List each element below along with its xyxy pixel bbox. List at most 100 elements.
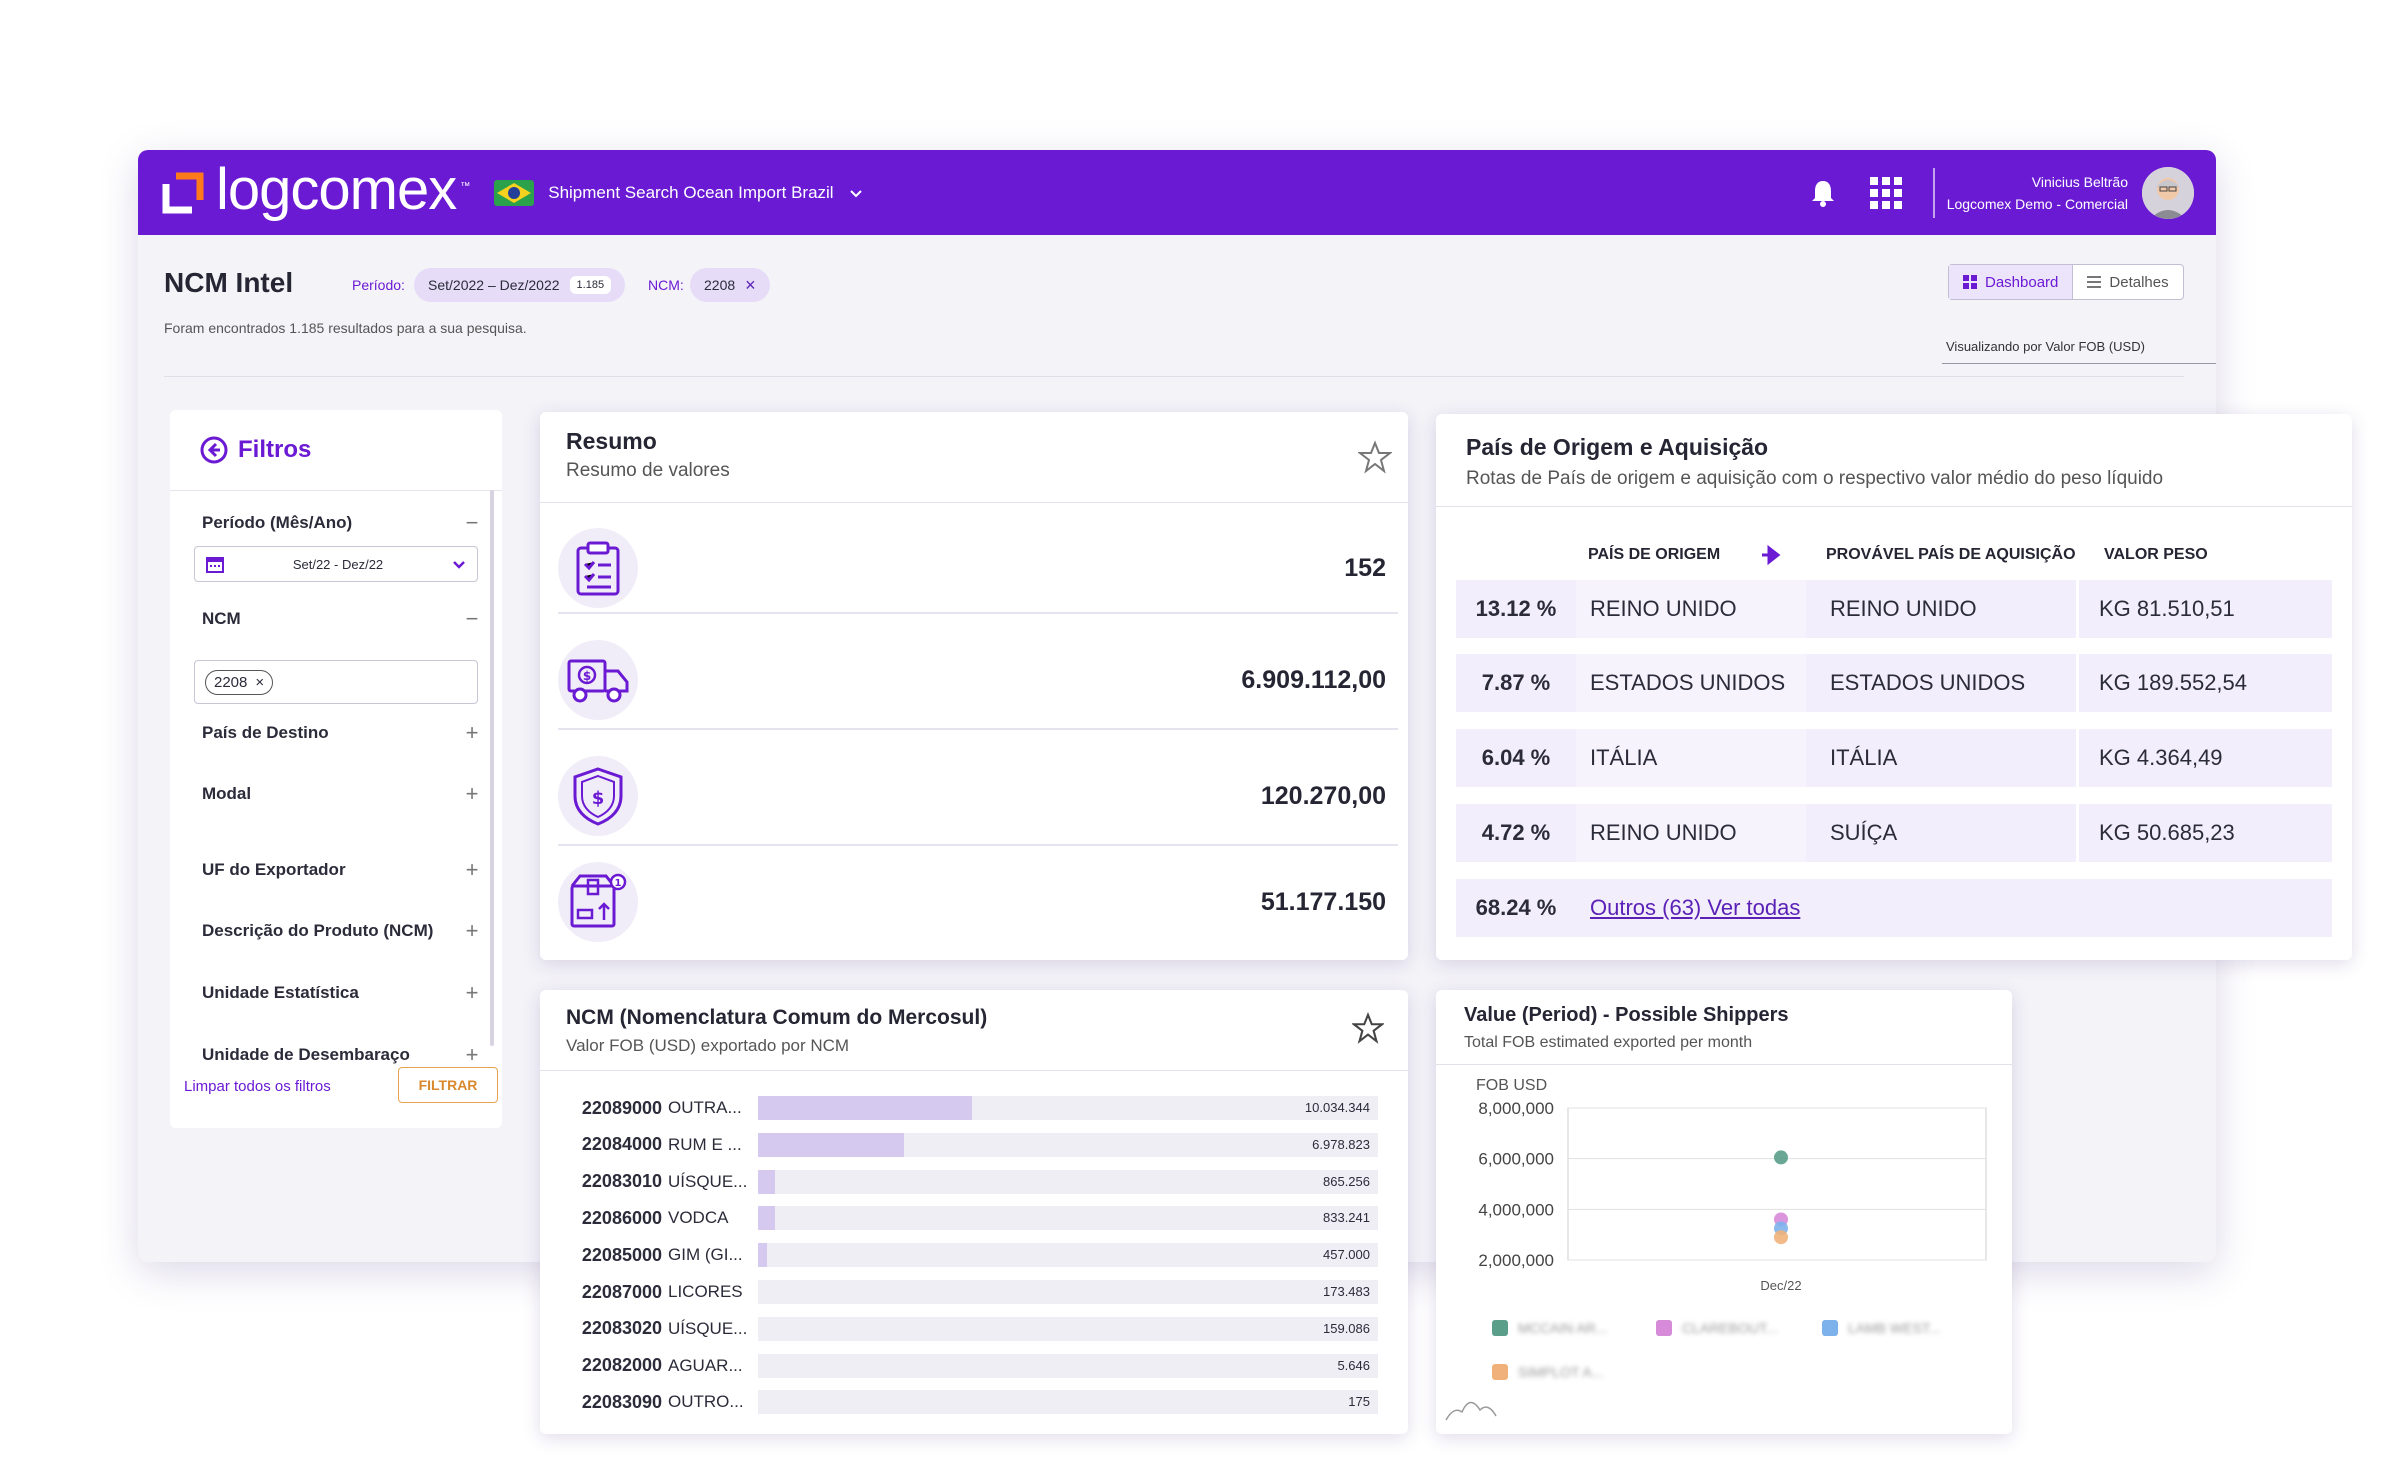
back-arrow-icon[interactable] (200, 436, 228, 464)
box-icon: 1 (558, 862, 638, 942)
pais-title: País de Origem e Aquisição (1466, 434, 1769, 460)
filters-header[interactable]: Filtros (200, 436, 311, 464)
visualizando-select[interactable]: Visualizando por Valor FOB (USD) (1942, 330, 2216, 364)
filter-item-label: País de Destino (202, 723, 329, 742)
favorite-star-icon[interactable] (1358, 440, 1392, 474)
filter-item-label: Unidade de Desembaraço (202, 1045, 410, 1064)
filter-uf-exportador[interactable]: UF do Exportador + (202, 857, 482, 883)
pais-row[interactable]: 4.72 % REINO UNIDO SUÍÇA KG 50.685,23 (1456, 804, 2332, 862)
ncm-value: 457.000 (1323, 1247, 1370, 1263)
ncm-bar-track: 5.646 (758, 1353, 1378, 1378)
apply-filter-button[interactable]: FILTRAR (398, 1067, 498, 1103)
row-origem: REINO UNIDO (1576, 804, 1806, 862)
legend-label: CLAREBOUT... (1682, 1320, 1778, 1336)
ncm-name: UÍSQUE... (668, 1318, 748, 1338)
remove-ncm-chip-icon[interactable]: × (745, 274, 756, 295)
row-peso: KG 50.685,23 (2076, 804, 2235, 862)
ncm-tag-value: 2208 (214, 673, 248, 691)
favorite-star-icon[interactable] (1352, 1012, 1384, 1044)
legend-label: LAMB WEST... (1848, 1320, 1941, 1336)
periodo-chip-value: Set/2022 – Dez/2022 (428, 277, 560, 293)
ncm-tag[interactable]: 2208 × (205, 669, 274, 695)
visualizando-value: Visualizando por Valor FOB (USD) (1946, 339, 2145, 354)
pais-row[interactable]: 6.04 % ITÁLIA ITÁLIA KG 4.364,49 (1456, 729, 2332, 787)
ncm-row[interactable]: 22086000 VODCA 833.241 (562, 1206, 1382, 1231)
filter-unidade-desembaraco[interactable]: Unidade de Desembaraço + (202, 1042, 482, 1068)
expand-icon[interactable]: + (465, 857, 479, 882)
ncm-value: 5.646 (1337, 1357, 1370, 1373)
ncm-card-subtitle: Valor FOB (USD) exportado por NCM (566, 1036, 850, 1055)
ncm-row[interactable]: 22087000 LICORES 173.483 (562, 1280, 1382, 1304)
resumo-row: 152 (558, 512, 1398, 624)
ncm-name: OUTRA... (668, 1098, 742, 1117)
legend-swatch (1656, 1320, 1672, 1336)
resumo-value: 152 (1344, 553, 1386, 582)
remove-tag-icon[interactable]: × (255, 673, 265, 691)
ncm-row[interactable]: 22089000 OUTRA... 10.034.344 (562, 1096, 1382, 1120)
ncm-row[interactable]: 22083020 UÍSQUE... 159.086 (562, 1316, 1382, 1341)
top-navigation-bar: logcomex ™ Shipment Search Ocean Import … (138, 150, 2216, 235)
ncm-row[interactable]: 22083010 UÍSQUE... 865.256 (562, 1169, 1382, 1194)
ncm-row[interactable]: 22082000 AGUAR... 5.646 (562, 1353, 1382, 1378)
ncm-bar-track: 833.241 (758, 1206, 1378, 1231)
filter-descricao-produto[interactable]: Descrição do Produto (NCM) + (202, 918, 482, 944)
dashboard-view-button[interactable]: Dashboard (1949, 265, 2074, 299)
clear-filters-link[interactable]: Limpar todos os filtros (184, 1078, 331, 1095)
expand-icon[interactable]: + (465, 781, 479, 806)
resumo-header-separator (540, 502, 1408, 503)
ncm-value: 175 (1348, 1394, 1370, 1410)
collapse-icon[interactable]: − (465, 510, 479, 535)
ncm-bar (758, 1169, 776, 1194)
y-tick-label: 2,000,000 (1478, 1251, 1554, 1270)
periodo-chip[interactable]: Set/2022 – Dez/2022 1.185 (414, 268, 626, 302)
row-percentage: 6.04 % (1481, 745, 1551, 770)
filter-ncm[interactable]: NCM − (202, 606, 482, 632)
shippers-scatter-chart: FOB USD 8,000,000 6,000,000 4,000,000 2,000,… (1445, 1077, 1987, 1421)
legend-swatch (1822, 1320, 1838, 1336)
ncm-row[interactable]: 22084000 RUM E ... 6.978.823 (562, 1132, 1382, 1157)
expand-icon[interactable]: + (465, 918, 479, 943)
expand-icon[interactable]: + (465, 1042, 479, 1067)
row-percentage: 7.87 % (1481, 670, 1551, 695)
pais-row[interactable]: 13.12 % REINO UNIDO REINO UNIDO KG 81.51… (1456, 580, 2332, 638)
ncm-chip[interactable]: 2208 × (690, 268, 770, 302)
resumo-row: $ 6.909.112,00 (558, 624, 1398, 736)
user-info[interactable]: Vinicius Beltrão Logcomex Demo - Comerci… (1947, 171, 2128, 215)
chevron-down-icon[interactable] (848, 185, 864, 201)
ncm-bar-track: 173.483 (758, 1280, 1378, 1304)
ncm-tag-input[interactable]: 2208 × (194, 660, 478, 704)
pais-outros-row: 68.24 % Outros (63) Ver todas (1456, 879, 2332, 937)
ncm-chip-value: 2208 (704, 277, 736, 293)
ncm-code: 22085000 (581, 1244, 662, 1265)
ncm-row[interactable]: 22083090 OUTRO... 175 (562, 1390, 1382, 1415)
filter-periodo[interactable]: Período (Mês/Ano) − (202, 510, 482, 536)
ncm-code: 22084000 (581, 1134, 662, 1155)
periodo-date-input[interactable]: Set/22 - Dez/22 (194, 546, 478, 582)
ncm-code: 22083010 (581, 1171, 662, 1192)
notification-bell-icon[interactable] (1807, 177, 1839, 209)
ver-todas-link[interactable]: Outros (63) Ver todas (1590, 895, 1801, 920)
filter-modal[interactable]: Modal + (202, 781, 482, 807)
row-origem: REINO UNIDO (1576, 580, 1806, 638)
ncm-value: 833.241 (1323, 1210, 1370, 1226)
ncm-bar (758, 1243, 768, 1268)
filter-pais-destino[interactable]: País de Destino + (202, 720, 482, 746)
filter-unidade-estatistica[interactable]: Unidade Estatística + (202, 980, 482, 1006)
resumo-value: 51.177.150 (1260, 887, 1386, 916)
filters-scrollbar[interactable] (490, 490, 494, 1046)
detalhes-view-button[interactable]: Detalhes (2073, 265, 2182, 299)
product-selector[interactable]: Shipment Search Ocean Import Brazil (548, 182, 834, 202)
apps-grid-icon[interactable] (1869, 176, 1903, 210)
pais-row[interactable]: 7.87 % ESTADOS UNIDOS ESTADOS UNIDOS KG … (1456, 654, 2332, 712)
ncm-name: VODCA (668, 1208, 729, 1228)
svg-text:1: 1 (615, 878, 622, 889)
logo[interactable]: logcomex ™ (160, 160, 470, 219)
user-avatar[interactable] (2142, 166, 2194, 219)
expand-icon[interactable]: + (465, 720, 479, 745)
ncm-bar (758, 1096, 972, 1120)
expand-icon[interactable]: + (465, 980, 479, 1005)
collapse-icon[interactable]: − (465, 606, 479, 631)
filters-panel: Filtros Período (Mês/Ano) − Set/22 - Dez… (170, 410, 502, 1128)
ncm-row[interactable]: 22085000 GIM (GI... 457.000 (562, 1243, 1382, 1268)
